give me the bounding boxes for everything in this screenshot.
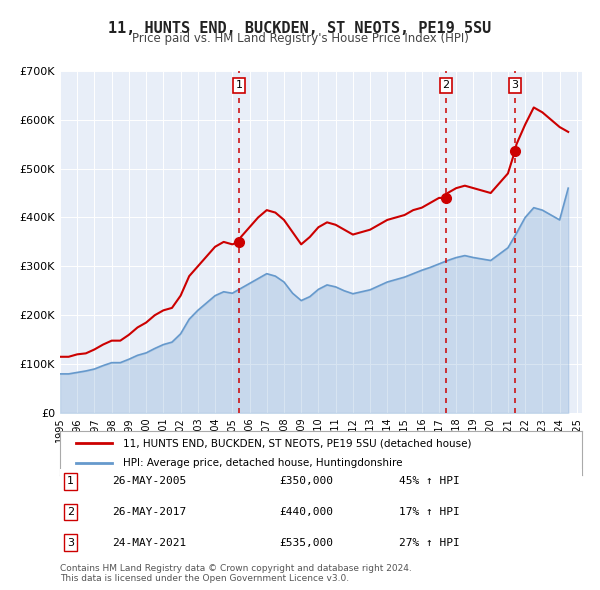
Text: Price paid vs. HM Land Registry's House Price Index (HPI): Price paid vs. HM Land Registry's House … <box>131 32 469 45</box>
Text: 26-MAY-2017: 26-MAY-2017 <box>112 507 187 517</box>
Text: 3: 3 <box>511 80 518 90</box>
Text: Contains HM Land Registry data © Crown copyright and database right 2024.
This d: Contains HM Land Registry data © Crown c… <box>60 563 412 583</box>
Text: 11, HUNTS END, BUCKDEN, ST NEOTS, PE19 5SU (detached house): 11, HUNTS END, BUCKDEN, ST NEOTS, PE19 5… <box>122 438 471 448</box>
Text: 3: 3 <box>67 538 74 548</box>
Text: 2: 2 <box>442 80 449 90</box>
Text: £350,000: £350,000 <box>279 477 333 486</box>
Text: 24-MAY-2021: 24-MAY-2021 <box>112 538 187 548</box>
Text: HPI: Average price, detached house, Huntingdonshire: HPI: Average price, detached house, Hunt… <box>122 458 402 467</box>
Text: £440,000: £440,000 <box>279 507 333 517</box>
Text: 2: 2 <box>67 507 74 517</box>
Text: 26-MAY-2005: 26-MAY-2005 <box>112 477 187 486</box>
Text: 1: 1 <box>236 80 242 90</box>
Text: 27% ↑ HPI: 27% ↑ HPI <box>400 538 460 548</box>
Text: £535,000: £535,000 <box>279 538 333 548</box>
Text: 17% ↑ HPI: 17% ↑ HPI <box>400 507 460 517</box>
Text: 11, HUNTS END, BUCKDEN, ST NEOTS, PE19 5SU: 11, HUNTS END, BUCKDEN, ST NEOTS, PE19 5… <box>109 21 491 35</box>
Text: 45% ↑ HPI: 45% ↑ HPI <box>400 477 460 486</box>
Text: 1: 1 <box>67 477 74 486</box>
